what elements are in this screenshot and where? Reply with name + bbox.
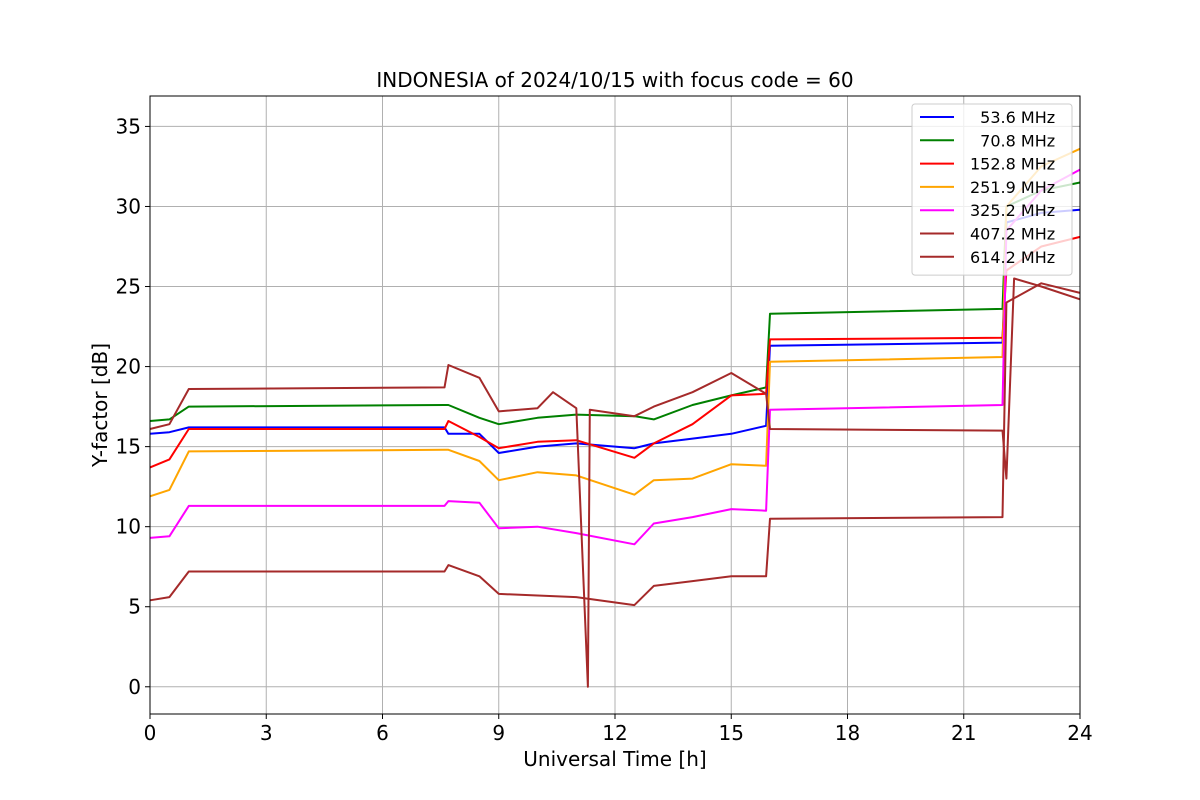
x-tick-label: 12: [602, 721, 627, 745]
x-tick-label: 3: [260, 721, 273, 745]
series-line-7: [149, 277, 1081, 688]
y-tick-label: 0: [128, 675, 141, 699]
x-tick-label: 15: [719, 721, 744, 745]
y-tick-label: 30: [116, 194, 141, 218]
chart-title: INDONESIA of 2024/10/15 with focus code …: [376, 68, 853, 92]
x-tick-label: 21: [951, 721, 976, 745]
y-axis-label: Y-factor [dB]: [88, 343, 112, 468]
legend: 53.6 MHz 70.8 MHz 152.8 MHz 251.9 MHz 325.2…: [911, 103, 1073, 276]
y-tick-label: 20: [116, 355, 141, 379]
series-layer: [149, 147, 1081, 688]
x-tick-label: 9: [492, 721, 505, 745]
legend-label: 407.2 MHz: [970, 225, 1055, 244]
legend-label: 53.6 MHz: [970, 108, 1055, 127]
y-tick-label: 10: [116, 515, 141, 539]
legend-box: [911, 103, 1073, 276]
y-tick-label: 35: [116, 114, 141, 138]
x-tick-label: 18: [835, 721, 860, 745]
legend-label: 152.8 MHz: [970, 155, 1055, 174]
legend-label: 70.8 MHz: [970, 131, 1055, 150]
x-axis-label: Universal Time [h]: [523, 747, 706, 771]
y-tick-label: 15: [116, 435, 141, 459]
x-tick-label: 6: [376, 721, 389, 745]
y-tick-label: 25: [116, 275, 141, 299]
series-line-6: [149, 282, 1081, 607]
series-line-5: [149, 168, 1081, 546]
legend-label: 325.2 MHz: [970, 201, 1055, 220]
series-line-4: [149, 147, 1081, 498]
y-tick-label: 5: [128, 595, 141, 619]
legend-label: 614.2 MHz: [970, 248, 1055, 267]
ticks: 0 3 6 9 12 15 18 21 24 0 5 10 15 20 25 30 35: [116, 114, 1093, 745]
x-tick-label: 0: [144, 721, 157, 745]
x-tick-label: 24: [1067, 721, 1092, 745]
legend-label: 251.9 MHz: [970, 178, 1055, 197]
